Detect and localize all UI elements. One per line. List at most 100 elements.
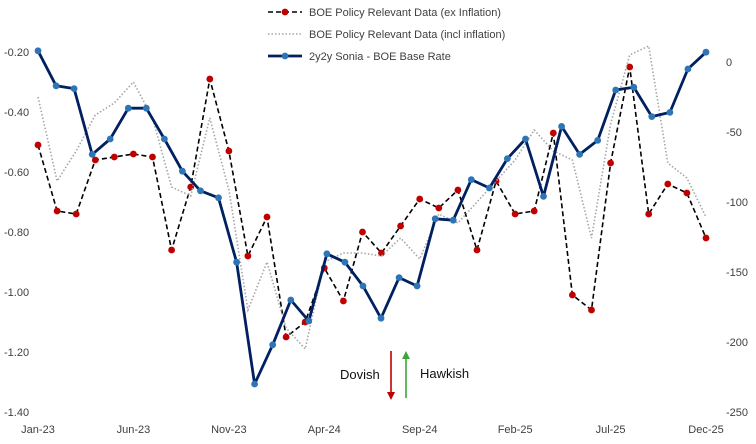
data-point: [454, 186, 462, 194]
data-point: [630, 83, 638, 91]
series-1: [37, 44, 707, 351]
data-point: [251, 380, 258, 388]
data-point: [549, 129, 557, 137]
legend-item-incl-inflation: BOE Policy Relevant Data (incl inflation…: [268, 29, 505, 41]
data-point: [88, 151, 96, 158]
right-tick-label: 0: [726, 57, 732, 69]
data-point: [168, 246, 176, 254]
data-point: [287, 296, 295, 304]
left-tick-label: -0.80: [4, 227, 29, 239]
data-point: [467, 176, 475, 184]
data-point: [106, 135, 114, 143]
left-tick-label: -0.40: [4, 107, 29, 119]
data-point: [511, 210, 519, 218]
annotation-dovish-label: Dovish: [340, 367, 380, 382]
data-point: [569, 291, 576, 299]
data-point: [576, 151, 583, 158]
data-point: [52, 82, 60, 90]
right-tick-label: -50: [726, 127, 742, 139]
series-layer: [34, 44, 710, 388]
data-point: [702, 48, 710, 56]
legend: BOE Policy Relevant Data (ex Inflation) …: [268, 7, 505, 63]
data-point: [413, 282, 421, 290]
right-tick-label: -100: [726, 197, 748, 209]
data-point: [72, 210, 80, 218]
left-tick-label: -1.00: [4, 287, 29, 299]
data-point: [282, 333, 290, 341]
series-2: [34, 47, 710, 388]
data-point: [395, 274, 403, 281]
left-tick-label: -0.60: [4, 167, 29, 179]
x-axis-ticks: Jan-23 Jun-23 Nov-23 Apr-24 Sep-24 Feb-25 Jul-…: [21, 424, 724, 436]
data-point: [359, 228, 366, 236]
legend-item-ex-inflation: BOE Policy Relevant Data (ex Inflation): [268, 7, 501, 19]
x-tick-label: Sep-24: [402, 424, 437, 436]
data-point: [702, 234, 710, 242]
data-point: [435, 204, 443, 212]
data-point: [540, 193, 547, 200]
legend-item-sonia: 2y2y Sonia - BOE Base Rate: [268, 51, 451, 63]
data-point: [530, 207, 538, 215]
data-point: [377, 314, 385, 322]
series-0: [34, 63, 710, 341]
data-point: [142, 104, 150, 112]
x-tick-label: Nov-23: [211, 424, 246, 436]
data-point: [612, 86, 620, 94]
data-point: [91, 156, 99, 164]
data-point: [130, 150, 137, 158]
left-tick-label: -0.20: [4, 47, 29, 59]
annotation-dovish: Dovish: [340, 351, 395, 400]
data-point: [34, 47, 42, 55]
data-point: [179, 167, 186, 175]
x-tick-label: Dec-25: [688, 424, 723, 436]
annotation-hawkish: Hawkish: [402, 351, 469, 398]
data-point: [305, 317, 313, 325]
legend-label-sonia: 2y2y Sonia - BOE Base Rate: [309, 51, 451, 63]
data-point: [416, 195, 424, 203]
data-point: [431, 215, 439, 223]
left-tick-label: -1.20: [4, 347, 29, 359]
data-point: [626, 63, 634, 71]
data-point: [397, 222, 404, 230]
data-point: [244, 252, 252, 260]
right-tick-label: -200: [726, 337, 748, 349]
data-point: [683, 189, 691, 197]
data-point: [666, 109, 674, 116]
arrow-up-head-icon: [402, 351, 410, 359]
data-point: [378, 249, 385, 257]
data-point: [233, 258, 241, 266]
data-point: [269, 341, 277, 349]
data-point: [648, 113, 656, 120]
right-tick-label: -250: [726, 407, 748, 419]
legend-label-incl-inflation: BOE Policy Relevant Data (incl inflation…: [309, 29, 505, 41]
data-point: [473, 246, 481, 254]
data-point: [449, 216, 457, 224]
legend-marker-sonia: [281, 52, 289, 60]
right-tick-label: -150: [726, 267, 748, 279]
data-point: [323, 250, 331, 258]
data-point: [70, 85, 78, 92]
legend-marker-ex-inflation: [281, 8, 289, 16]
data-point: [53, 207, 61, 215]
data-point: [161, 135, 168, 143]
data-point: [684, 65, 692, 73]
data-point: [588, 306, 595, 314]
data-point: [34, 141, 42, 149]
data-point: [664, 180, 672, 188]
data-point: [645, 210, 653, 218]
series-line: [37, 44, 707, 351]
x-tick-label: Apr-24: [308, 424, 341, 436]
data-point: [486, 184, 493, 192]
data-point: [341, 258, 349, 266]
series-line: [36, 50, 707, 386]
left-axis-ticks: -0.20 -0.40 -0.60 -0.80 -1.00 -1.20 -1.40: [4, 47, 29, 419]
data-point: [522, 135, 529, 143]
data-point: [558, 123, 565, 130]
data-point: [607, 159, 614, 167]
left-tick-label: -1.40: [4, 407, 29, 419]
legend-label-ex-inflation: BOE Policy Relevant Data (ex Inflation): [309, 7, 501, 19]
data-point: [206, 75, 214, 83]
right-axis-ticks: 0 -50 -100 -150 -200 -250: [726, 57, 748, 419]
data-point: [149, 153, 156, 161]
